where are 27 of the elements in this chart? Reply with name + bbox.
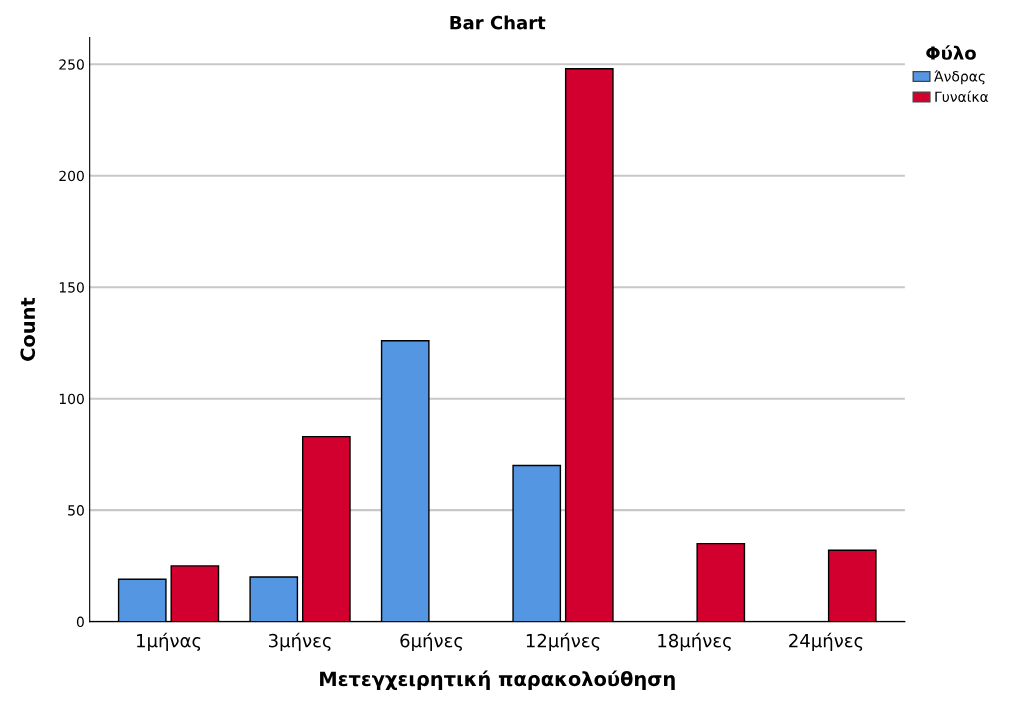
bar	[827, 549, 877, 622]
x-tick-label: 1μήνας	[137, 632, 201, 651]
bar	[249, 576, 299, 622]
x-tick-label: 12μήνες	[526, 632, 600, 651]
y-tick-label: 100	[59, 393, 84, 405]
x-tick-label: 18μήνες	[658, 632, 731, 651]
legend-label: Άνδρας	[934, 70, 985, 85]
x-tick-label: 3μήνες	[268, 632, 331, 651]
bar	[564, 68, 614, 622]
chart-title: Bar Chart	[450, 15, 546, 30]
y-axis-title: Count	[20, 297, 36, 361]
x-tick-label: 24μήνες	[789, 632, 863, 651]
x-tick-label: 6μήνες	[400, 632, 463, 651]
legend-label: Γυναίκα	[935, 90, 989, 102]
y-tick-label: 50	[68, 505, 84, 516]
bar	[117, 578, 167, 622]
bar	[301, 435, 351, 622]
bar	[170, 565, 220, 622]
y-tick-label: 150	[59, 282, 84, 293]
y-tick-label: 250	[59, 59, 84, 70]
x-axis-title: Μετεγχειρητική παρακολούθηση	[320, 670, 675, 691]
bar	[380, 340, 430, 622]
y-tick-label: 0	[76, 616, 84, 628]
bar	[512, 464, 562, 622]
bar	[696, 542, 746, 622]
legend-title: Φύλο	[926, 45, 976, 60]
y-tick-label: 200	[59, 170, 84, 182]
